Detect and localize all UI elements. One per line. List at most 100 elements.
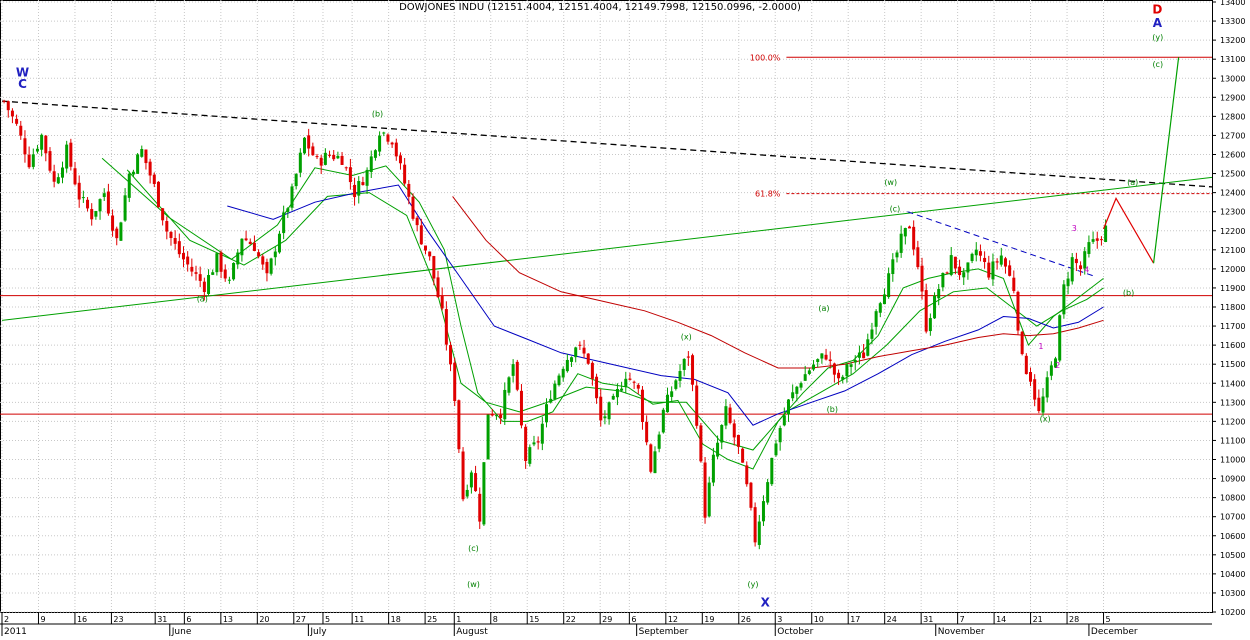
candle-body: [699, 425, 703, 462]
candle-body: [365, 169, 369, 186]
candle-body: [482, 462, 486, 525]
candle-body: [361, 182, 365, 186]
moving-averages: [101, 157, 1104, 470]
candle-body: [56, 177, 60, 184]
candle-body: [173, 238, 177, 244]
candle-body: [649, 444, 653, 472]
candle-body: [353, 184, 357, 198]
candle-body: [386, 134, 390, 142]
candle-body: [319, 157, 323, 166]
candle-body: [286, 208, 290, 212]
candle-body: [766, 482, 770, 503]
candle-body: [182, 253, 185, 260]
candle-body: [532, 442, 536, 445]
candle-body: [837, 372, 841, 379]
candle-body: [515, 361, 519, 390]
candle-body: [507, 377, 511, 393]
candle-body: [131, 171, 135, 175]
candle-body: [899, 233, 903, 253]
x-tick-label: 14: [996, 615, 1006, 624]
candle-body: [19, 125, 23, 136]
candle-body: [90, 209, 94, 220]
candle-body: [169, 232, 173, 238]
y-tick-label: 13300: [1220, 17, 1245, 26]
candle-body: [519, 390, 523, 426]
x-tick-label: 23: [113, 615, 123, 624]
candle-body: [211, 272, 215, 275]
candle-body: [6, 101, 10, 111]
candle-body: [991, 261, 995, 280]
y-tick-label: 12800: [1220, 112, 1245, 121]
projection-red: [1102, 196, 1155, 264]
candle-body: [219, 252, 223, 272]
candle-body: [1087, 242, 1091, 254]
candle-body: [545, 404, 548, 423]
candle-body: [661, 409, 665, 433]
y-tick-label: 13400: [1220, 0, 1245, 7]
wave-label: (w): [467, 580, 480, 589]
candle-body: [240, 238, 244, 256]
y-tick-label: 12400: [1220, 189, 1245, 198]
x-tick-label: 27: [296, 615, 306, 624]
candles: [2, 99, 1108, 550]
x-tick-label: 6: [186, 615, 191, 624]
y-tick-label: 10500: [1220, 551, 1245, 560]
candle-body: [106, 191, 110, 214]
month-label: 2011: [4, 627, 27, 636]
y-tick-label: 10400: [1220, 570, 1245, 579]
wave-label: (x): [681, 332, 692, 341]
candle-body: [252, 242, 256, 251]
candle-body: [666, 394, 669, 413]
grid: [0, 0, 1213, 613]
candle-body: [1003, 258, 1007, 267]
y-tick-label: 11600: [1220, 341, 1245, 350]
candle-body: [870, 329, 874, 339]
x-tick-label: 8: [493, 615, 498, 624]
candle-body: [857, 352, 861, 358]
x-tick-label: 9: [40, 615, 45, 624]
candle-body: [248, 241, 252, 245]
candle-body: [1079, 265, 1083, 270]
x-tick-label: 5: [325, 615, 330, 624]
candle-body: [48, 151, 52, 171]
candle-body: [428, 251, 432, 257]
blue-dashed-channel: [907, 211, 1096, 277]
candle-body: [553, 383, 557, 400]
candle-body: [440, 295, 444, 309]
wave-major-label: W: [16, 65, 29, 79]
x-tick-label: 10: [814, 615, 824, 624]
candle-body: [15, 118, 19, 124]
wave-label: 4: [1084, 266, 1089, 275]
candle-body: [449, 345, 453, 365]
x-axis: 2 9 16 23 31 6 13 20 27 5 11 18 25 1 8 15 22 29 6 12 19 26 3 10…: [0, 612, 1212, 637]
candle-body: [290, 186, 294, 208]
x-tick-label: 15: [529, 615, 539, 624]
y-tick-label: 11000: [1220, 456, 1245, 465]
candle-body: [862, 352, 866, 359]
y-tick-label: 12500: [1220, 170, 1245, 179]
candle-body: [878, 303, 882, 313]
candle-body: [115, 228, 119, 239]
candle-body: [136, 154, 140, 174]
candle-body: [640, 389, 644, 422]
candle-body: [215, 253, 219, 273]
y-tick-label: 11500: [1220, 360, 1245, 369]
candle-body: [1012, 277, 1016, 291]
y-tick-label: 10300: [1220, 589, 1245, 598]
candle-body: [1070, 257, 1074, 282]
candle-body: [941, 272, 945, 288]
month-label: June: [171, 627, 192, 636]
candle-body: [574, 347, 578, 358]
y-tick-label: 10700: [1220, 513, 1245, 522]
x-tick-label: 24: [887, 615, 897, 624]
candle-body: [478, 493, 482, 522]
candle-body: [728, 407, 732, 423]
candle-body: [140, 149, 144, 157]
candle-body: [711, 454, 715, 483]
candle-body: [1066, 278, 1070, 287]
x-tick-label: 21: [1033, 615, 1043, 624]
candle-body: [265, 261, 269, 274]
candle-body: [791, 392, 795, 399]
candle-body: [315, 156, 319, 158]
